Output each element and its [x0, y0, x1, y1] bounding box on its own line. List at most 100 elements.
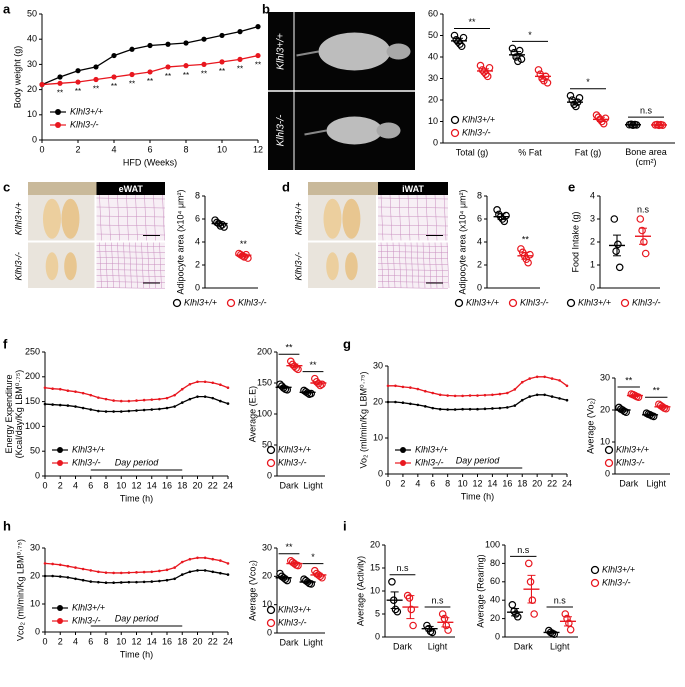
- point: [543, 393, 546, 397]
- point: [513, 612, 522, 621]
- point: [165, 41, 171, 47]
- y-tick-label: 3: [590, 213, 595, 223]
- y-tick-label: 60: [428, 8, 438, 18]
- tissue-photo: [308, 242, 376, 288]
- fat-pad: [342, 198, 361, 239]
- legend-marker: [604, 445, 614, 455]
- y-tick-label: 8: [477, 190, 482, 200]
- mouse-body: [326, 116, 383, 145]
- point: [438, 393, 442, 397]
- point: [173, 405, 176, 408]
- point: [524, 559, 533, 568]
- point: [634, 393, 643, 402]
- histology-membrane: [153, 194, 156, 241]
- histology-membrane: [434, 194, 438, 241]
- significance: n.s: [637, 204, 650, 214]
- y-tick-label: 50: [428, 30, 438, 40]
- x-tick-label: 2: [75, 144, 80, 154]
- mouse-tail: [296, 50, 319, 57]
- x-axis-label: Time (h): [120, 493, 153, 503]
- point: [43, 562, 47, 565]
- point: [526, 577, 535, 586]
- x-tick-label: 20: [532, 478, 542, 488]
- point: [112, 571, 115, 575]
- point: [142, 398, 146, 402]
- y-tick-label: 150: [257, 377, 272, 387]
- significance: **: [653, 386, 661, 396]
- legend-marker: [57, 605, 63, 611]
- point: [401, 385, 405, 389]
- point: [386, 384, 390, 388]
- point: [203, 569, 207, 572]
- point: [388, 577, 396, 586]
- image-label: Klhl3+/+: [293, 202, 303, 235]
- point: [75, 79, 81, 85]
- legend-marker: [266, 445, 276, 455]
- tissue-photo: [28, 195, 95, 241]
- point: [112, 581, 115, 585]
- significance: **: [285, 542, 293, 552]
- point: [158, 579, 161, 583]
- legend-marker: [400, 447, 406, 453]
- histology-membrane: [377, 287, 449, 289]
- fat-pad: [64, 252, 77, 281]
- legend-label: Klhl3-/-: [415, 457, 444, 467]
- point: [43, 402, 47, 406]
- point: [127, 399, 131, 403]
- x-tick-label: 18: [177, 636, 187, 646]
- y-tick-label: 40: [490, 595, 500, 605]
- y-axis-label: Vo₂ (ml/min/Kg LBM⁰·⁷⁵): [358, 371, 368, 468]
- x-tick-label: 10: [116, 480, 126, 490]
- point: [636, 215, 645, 223]
- x-tick-label: 4: [111, 144, 116, 154]
- tissue-photo: [28, 242, 95, 288]
- panel-letter: h: [3, 518, 11, 533]
- significance: **: [468, 17, 476, 27]
- point: [476, 407, 479, 411]
- x-tick-label: 20: [192, 480, 202, 490]
- legend-label: Klhl3-/-: [72, 615, 101, 625]
- point: [129, 46, 135, 52]
- point: [219, 559, 222, 562]
- y-tick-label: 10: [30, 598, 40, 608]
- point: [468, 394, 472, 397]
- point: [158, 569, 161, 573]
- significance: n.s: [517, 545, 530, 555]
- significance: **: [309, 360, 317, 370]
- x-tick-label: 6: [430, 478, 435, 488]
- histology-membrane: [96, 197, 166, 200]
- histology-membrane: [434, 242, 438, 289]
- legend-label: Klhl3+/+: [184, 297, 217, 307]
- point: [550, 377, 554, 380]
- point: [649, 412, 658, 421]
- point: [219, 59, 225, 65]
- point: [39, 81, 45, 88]
- point: [211, 570, 215, 574]
- point: [610, 215, 619, 223]
- series-line: [388, 376, 568, 397]
- histology-membrane: [96, 263, 166, 265]
- x-tick-label: % Fat: [518, 147, 542, 157]
- histology-membrane: [386, 242, 390, 289]
- legend-label: Klhl3-/-: [278, 617, 307, 627]
- significance: n.s: [640, 105, 653, 115]
- point: [66, 576, 70, 579]
- legend-label: Klhl3+/+: [278, 604, 311, 614]
- point: [226, 562, 230, 565]
- point: [111, 74, 117, 80]
- point: [158, 407, 161, 411]
- y-tick-label: 6: [195, 213, 200, 223]
- histology: [378, 242, 448, 288]
- y-tick-label: 10: [262, 599, 272, 609]
- point: [165, 578, 169, 582]
- point: [446, 408, 449, 411]
- fat-pad: [345, 252, 358, 281]
- x-tick-label: 8: [103, 480, 108, 490]
- y-tick-label: 0: [267, 470, 272, 480]
- point: [74, 566, 77, 569]
- point: [89, 580, 93, 583]
- histology-membrane: [96, 206, 166, 209]
- point: [135, 399, 138, 402]
- point: [196, 569, 199, 572]
